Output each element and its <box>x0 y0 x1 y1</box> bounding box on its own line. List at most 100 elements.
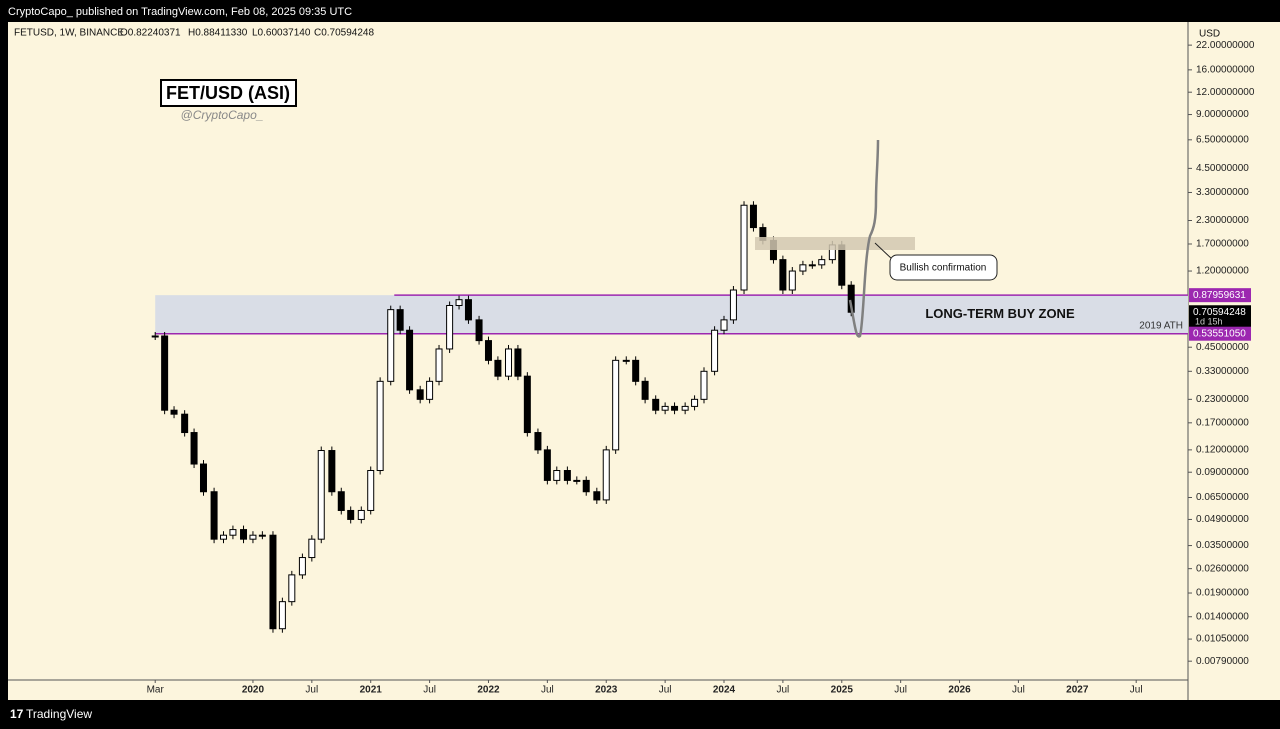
footer-brand: TradingView <box>26 707 92 721</box>
candle-body <box>602 449 610 501</box>
symbol: FETUSD, 1W, BINANCE <box>14 28 124 39</box>
candle-body <box>199 463 207 493</box>
candle-body <box>161 335 169 411</box>
y-tick-label: 2.30000000 <box>1196 215 1249 226</box>
x-tick-label: 2026 <box>948 685 971 696</box>
publisher: CryptoCapo_ published on TradingView.com… <box>8 6 352 18</box>
candle-body <box>337 491 345 511</box>
zone-upper-tag-bg <box>1189 288 1251 303</box>
candle-body <box>288 574 296 603</box>
candle-body <box>818 259 826 266</box>
candle-body <box>582 479 590 493</box>
candle-body <box>711 329 719 372</box>
y-tick-label: 0.01400000 <box>1196 611 1249 622</box>
y-tick-label: 0.01900000 <box>1196 588 1249 599</box>
x-tick-label: 2023 <box>595 685 618 696</box>
last-price-bg <box>1189 305 1251 330</box>
buy-zone <box>155 295 1189 334</box>
candle-body <box>475 319 483 342</box>
candle-body <box>387 309 395 382</box>
x-tick-label: Jul <box>305 685 318 696</box>
x-tick-label: Mar <box>147 685 165 696</box>
candle-body <box>593 491 601 501</box>
zone-lower-tag: 0.53551050 <box>1193 328 1246 339</box>
candle-body <box>317 450 325 540</box>
x-tick-label: Jul <box>776 685 789 696</box>
y-tick-label: 4.50000000 <box>1196 163 1249 174</box>
candle-body <box>376 380 384 472</box>
x-tick-label: 2022 <box>477 685 500 696</box>
candle-body <box>720 319 728 331</box>
x-tick-label: 2020 <box>242 685 265 696</box>
overlay-layer: FETUSD, 1W, BINANCE O0.82240371 H0.88411… <box>14 28 1251 341</box>
y-tick-label: 0.00790000 <box>1196 656 1249 667</box>
x-tick-label: 2021 <box>360 685 383 696</box>
zone-lower-tag-bg <box>1189 326 1251 341</box>
candle-body <box>788 270 796 291</box>
candle-body <box>298 557 306 576</box>
candle-body <box>661 405 669 411</box>
candle-body <box>455 299 463 306</box>
candle-body <box>269 534 277 630</box>
candle-body <box>240 529 248 540</box>
chart-subtitle: @CryptoCapo_ <box>181 108 264 122</box>
candle-body <box>553 470 561 481</box>
callout-text: Bullish confirmation <box>900 263 987 274</box>
candle-body <box>573 479 581 482</box>
footer-bar <box>0 700 1280 729</box>
candle-body <box>151 335 159 338</box>
y-tick-label: 0.45000000 <box>1196 342 1249 353</box>
candle-body <box>220 534 228 540</box>
candle-body <box>464 299 472 321</box>
ohlc-open: O0.82240371 <box>120 28 181 39</box>
candle-body <box>347 509 355 520</box>
candle-body <box>808 264 816 267</box>
candle-body <box>779 259 787 291</box>
candle-body <box>484 340 492 361</box>
candle-body <box>632 359 640 382</box>
candle-body <box>681 405 689 411</box>
candle-body <box>523 375 531 434</box>
x-tick-label: Jul <box>1130 685 1143 696</box>
y-tick-label: 0.01050000 <box>1196 634 1249 645</box>
candle-body <box>367 470 375 511</box>
y-tick-label: 0.04900000 <box>1196 514 1249 525</box>
candle-body <box>671 405 679 411</box>
y-tick-label: 3.30000000 <box>1196 187 1249 198</box>
candle-body <box>504 348 512 377</box>
candle-body <box>328 450 336 493</box>
ohlc-close: C0.70594248 <box>314 28 374 39</box>
y-tick-label: 0.02600000 <box>1196 563 1249 574</box>
callout-box <box>889 254 998 281</box>
candle-body <box>740 204 748 291</box>
plot-layer: 22.00000000 16.00000000 12.00000000 9.00000… <box>147 40 1255 696</box>
y-tick-label: 22.00000000 <box>1196 40 1255 51</box>
candle-body <box>357 509 365 520</box>
resistance-box <box>755 237 915 250</box>
candle-body <box>494 359 502 377</box>
candle-body <box>514 348 522 377</box>
projection-path <box>848 139 880 338</box>
time-axis <box>8 680 1188 700</box>
price-axis <box>1188 22 1280 700</box>
y-tick-label: 0.33000000 <box>1196 366 1249 377</box>
candle-body <box>396 309 404 331</box>
y-tick-label: 0.17000000 <box>1196 417 1249 428</box>
candle-body <box>838 244 846 286</box>
footer-logo: 17 <box>10 707 24 721</box>
title-box <box>160 79 297 107</box>
y-tick-label: 0.23000000 <box>1196 394 1249 405</box>
candle-body <box>426 380 434 400</box>
y-tick-label: 0.03500000 <box>1196 540 1249 551</box>
candle-body <box>249 534 257 540</box>
x-tick-label: Jul <box>423 685 436 696</box>
candle-body <box>652 398 660 411</box>
zone-upper-tag: 0.87959631 <box>1193 290 1246 301</box>
x-tick-label: 2024 <box>713 685 736 696</box>
y-tick-label: 6.50000000 <box>1196 134 1249 145</box>
top-bar <box>0 0 1280 22</box>
candle-body <box>691 398 699 407</box>
y-tick-label: 0.06500000 <box>1196 492 1249 503</box>
